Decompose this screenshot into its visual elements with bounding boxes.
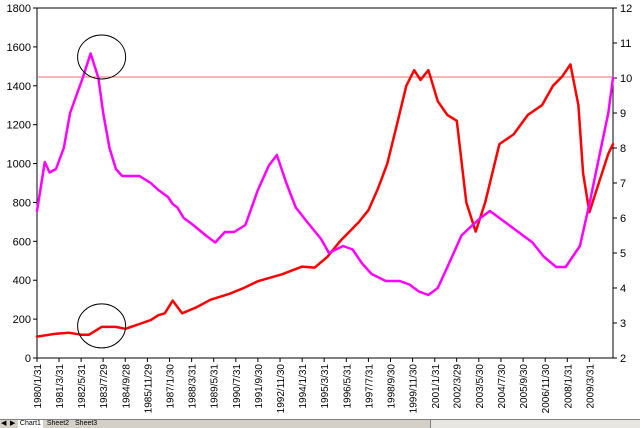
x-axis-tick-label: 1981/3/31 (55, 364, 66, 409)
annotation-circle-2 (77, 303, 127, 349)
tab-chart1[interactable]: Chart1 (17, 420, 43, 428)
horizontal-scrollbar[interactable] (430, 420, 640, 428)
left-axis-tick-label: 0 (25, 353, 31, 365)
left-axis-tick-label: 1800 (7, 3, 31, 15)
axes-layer: 0 200 400 600 800 1000 1200 1400 1600 1800 2 3 4 5 6 7 8… (7, 3, 633, 413)
right-axis-tick-label: 2 (620, 353, 626, 365)
annotation-circle-1 (77, 34, 127, 80)
x-axis-tick-label: 2004/7/30 (497, 364, 508, 409)
right-axis-tick-label: 9 (620, 108, 626, 120)
x-axis-tick-label: 2005/9/30 (519, 364, 530, 409)
x-axis-tick-label: 1998/9/30 (386, 364, 397, 409)
x-axis-tick-label: 2009/3/31 (585, 364, 596, 409)
right-axis-tick-label: 6 (620, 213, 626, 225)
x-axis-tick-label: 1984/9/28 (121, 364, 132, 409)
prev-sheet-button[interactable]: ◀ (1, 420, 7, 427)
x-axis-tick-label: 1992/11/30 (276, 364, 287, 414)
overlay-layer (77, 34, 127, 349)
tab-sheet2[interactable]: Sheet2 (46, 420, 70, 427)
x-axis-tick-label: 2008/1/31 (563, 364, 574, 409)
left-axis-tick-label: 1400 (7, 81, 31, 93)
x-axis-tick-label: 1991/9/30 (254, 364, 265, 409)
right-axis-tick-label: 10 (620, 73, 632, 85)
right-axis-tick-label: 7 (620, 178, 626, 190)
next-sheet-button[interactable]: ▶ (9, 420, 16, 427)
x-axis-tick-label: 1987/1/30 (166, 364, 177, 409)
x-axis-tick-label: 1989/5/31 (210, 364, 221, 409)
x-axis-tick-label: 1999/11/30 (409, 364, 420, 414)
x-axis-tick-label: 1990/7/31 (232, 364, 243, 409)
right-axis-tick-label: 4 (620, 283, 626, 295)
right-axis-tick-label: 5 (620, 248, 626, 260)
left-axis-tick-label: 600 (13, 236, 31, 248)
x-axis-tick-label: 1994/1/31 (298, 364, 309, 409)
left-axis-tick-label: 400 (13, 275, 31, 287)
x-axis-tick-label: 2003/5/30 (475, 364, 486, 409)
x-axis-tick-label: 1988/3/31 (188, 364, 199, 409)
right-axis-tick-label: 3 (620, 318, 626, 330)
left-axis-tick-label: 1200 (7, 120, 31, 132)
x-axis-tick-label: 1983/7/29 (99, 364, 110, 409)
right-axis-tick-label: 12 (620, 3, 632, 15)
left-axis-tick-label: 1600 (7, 42, 31, 54)
x-axis-tick-label: 2006/11/30 (541, 364, 552, 414)
x-axis-tick-label: 2001/1/31 (431, 364, 442, 409)
left-axis-tick-label: 1000 (7, 159, 31, 171)
x-axis-tick-label: 1980/1/31 (33, 364, 44, 409)
left-axis-tick-label: 200 (13, 314, 31, 326)
x-axis-tick-label: 1997/7/31 (364, 364, 375, 409)
tab-sheet3[interactable]: Sheet3 (75, 420, 98, 427)
series-line-left-axis (35, 63, 615, 338)
x-axis-tick-label: 1985/11/29 (143, 364, 154, 414)
x-axis-tick-label: 1995/3/31 (320, 364, 331, 409)
x-axis-tick-label: 1996/5/31 (342, 364, 353, 409)
left-axis-tick-label: 800 (13, 197, 31, 209)
sheet-tab-bar: ◀ ▶ Chart1 Sheet2 Sheet3 (0, 419, 640, 428)
series-line-right-axis (35, 52, 615, 297)
right-axis-tick-label: 8 (620, 143, 626, 155)
marks-layer (35, 52, 615, 338)
plot-area (36, 7, 614, 359)
x-axis-tick-label: 2002/3/29 (453, 364, 464, 409)
x-axis-tick-label: 1982/5/31 (77, 364, 88, 409)
right-axis-tick-label: 11 (620, 38, 631, 50)
